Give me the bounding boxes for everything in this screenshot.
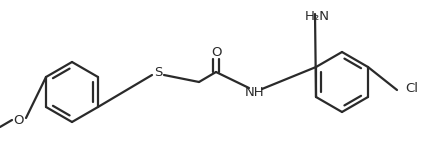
Text: NH: NH [245, 86, 265, 98]
Text: Cl: Cl [405, 81, 418, 95]
Text: S: S [154, 65, 162, 78]
Text: O: O [211, 46, 221, 59]
Text: H₂N: H₂N [305, 11, 330, 24]
Text: O: O [13, 114, 23, 127]
